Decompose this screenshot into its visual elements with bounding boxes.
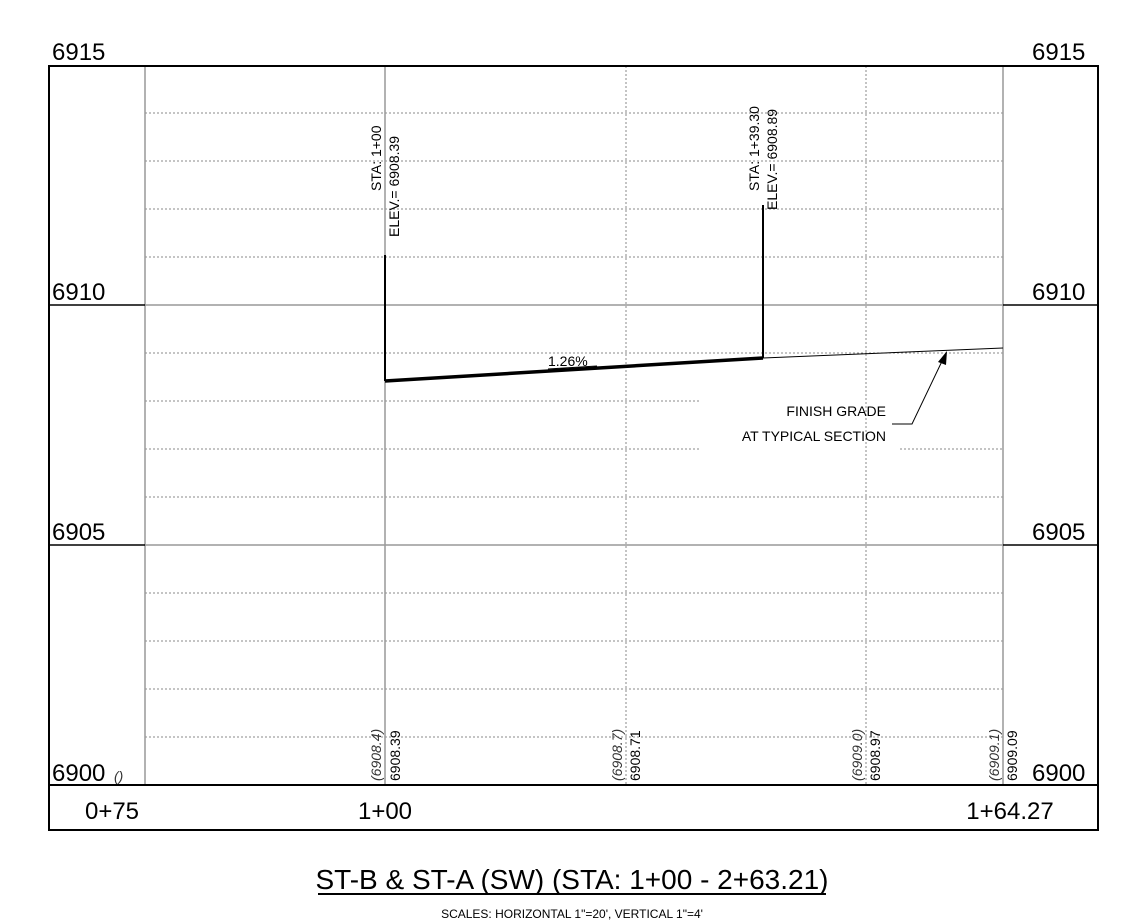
pipe-profile-line	[384, 356, 764, 383]
callout-arrowhead	[938, 351, 947, 365]
callout-leader	[892, 356, 945, 425]
station-1-64-27: 1+64.27	[966, 798, 1053, 825]
slope-label-underline	[547, 365, 598, 370]
finish-grade-line	[762, 347, 1004, 359]
existing-elev-2: (6908.7)	[609, 729, 625, 781]
station-0-75: 0+75	[85, 798, 139, 825]
existing-elev-1: (6908.4)	[368, 729, 384, 781]
elev-label-6915-left: 6915	[52, 39, 105, 66]
existing-elev-3: (6909.0)	[849, 729, 865, 781]
proposed-elev-3: 6908.97	[867, 730, 883, 781]
structure-lines	[384, 205, 764, 381]
proposed-elev-1: 6908.39	[387, 730, 403, 781]
slope-label: 1.26%	[548, 353, 588, 369]
major-grid	[144, 66, 1004, 785]
drawing-title: ST-B & ST-A (SW) (STA: 1+00 - 2+63.21)	[316, 864, 829, 895]
structure-2-elev: ELEV.= 6908.89	[764, 109, 780, 210]
callout-line-2: AT TYPICAL SECTION	[742, 428, 886, 444]
elev-label-6910-left: 6910	[52, 279, 105, 306]
structure-2-sta: STA: 1+39.30	[746, 106, 762, 191]
elev-label-6905-left: 6905	[52, 519, 105, 546]
proposed-elev-2: 6908.71	[627, 730, 643, 781]
minor-grid	[145, 66, 1003, 785]
scale-note: SCALES: HORIZONTAL 1"=20', VERTICAL 1"=4…	[441, 907, 703, 921]
elev-label-6910-right: 6910	[1032, 279, 1085, 306]
elev-label-6905-right: 6905	[1032, 519, 1085, 546]
drawing-frame	[48, 65, 1099, 831]
elev-marker: ()	[114, 768, 123, 784]
elev-label-6915-right: 6915	[1032, 39, 1085, 66]
elevation-ticks	[49, 304, 1098, 546]
proposed-elev-4: 6909.09	[1004, 730, 1020, 781]
station-1-00: 1+00	[358, 798, 412, 825]
elev-label-6900-left: 6900	[52, 760, 105, 787]
callout-line-1: FINISH GRADE	[786, 403, 886, 419]
structure-1-elev: ELEV.= 6908.39	[386, 136, 402, 237]
elev-label-6900-right: 6900	[1032, 760, 1085, 787]
structure-1-sta: STA: 1+00	[368, 125, 384, 191]
existing-elev-4: (6909.1)	[986, 729, 1002, 781]
